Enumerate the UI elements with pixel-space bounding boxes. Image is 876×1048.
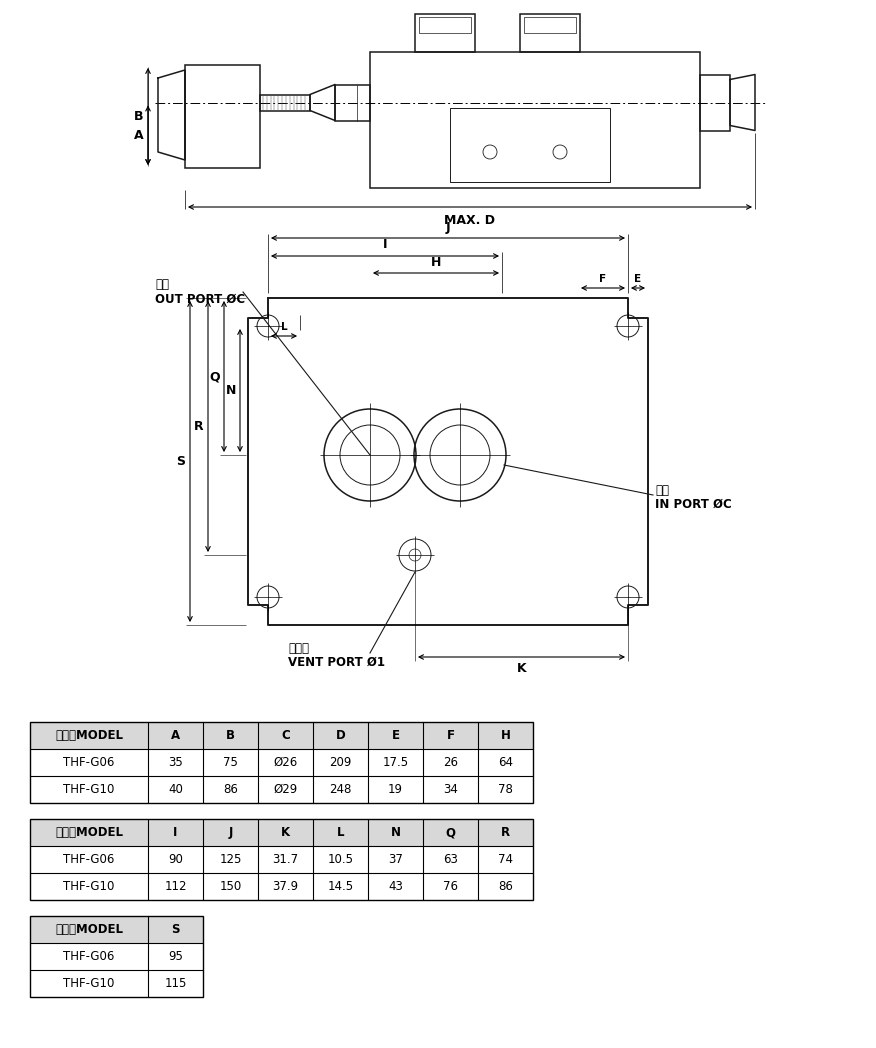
Text: THF-G06: THF-G06 [63,853,115,866]
Bar [415,14,475,52]
Bar [30,818,533,900]
Text: I: I [173,826,178,839]
Text: Ø29: Ø29 [273,783,298,796]
Text: B: B [134,110,144,123]
Text: N: N [391,826,400,839]
Bar [524,17,576,32]
Bar [30,818,533,846]
Text: F: F [599,274,606,284]
Text: Ø26: Ø26 [273,756,298,769]
Text: D: D [336,729,345,742]
Bar [370,52,700,188]
Bar [335,85,370,121]
Text: S: S [176,455,186,468]
Text: 19: 19 [388,783,403,796]
Bar [30,970,203,997]
Text: 17.5: 17.5 [383,756,408,769]
Bar [700,74,730,131]
Text: VENT PORT Ø1: VENT PORT Ø1 [288,655,385,669]
Text: 43: 43 [388,880,403,893]
Text: R: R [501,826,510,839]
Text: THF-G06: THF-G06 [63,949,115,963]
Text: J: J [229,826,233,839]
Text: R: R [194,420,204,433]
Text: 31.7: 31.7 [272,853,299,866]
Text: 63: 63 [443,853,458,866]
Text: IN PORT ØC: IN PORT ØC [655,498,731,510]
Text: I: I [383,239,387,252]
Text: 37: 37 [388,853,403,866]
Bar [30,916,203,943]
Text: 35: 35 [168,756,183,769]
Text: 112: 112 [165,880,187,893]
Bar [30,722,533,749]
Text: F: F [447,729,455,742]
Text: 74: 74 [498,853,513,866]
Bar [30,916,203,997]
Text: 248: 248 [329,783,351,796]
Bar [450,108,610,182]
Text: S: S [171,923,180,936]
Text: Q: Q [209,370,220,383]
Text: C: C [281,729,290,742]
Text: 34: 34 [443,783,458,796]
Bar [260,94,310,110]
Bar [185,65,260,168]
Text: 64: 64 [498,756,513,769]
Text: 90: 90 [168,853,183,866]
Bar [30,749,533,776]
Text: MAX. D: MAX. D [444,215,496,227]
Bar [520,14,580,52]
Text: L: L [336,826,344,839]
Text: THF-G06: THF-G06 [63,756,115,769]
Text: L: L [280,322,287,332]
Text: THF-G10: THF-G10 [63,880,115,893]
Text: 76: 76 [443,880,458,893]
Text: J: J [446,220,450,234]
Text: 入口: 入口 [655,483,669,497]
Text: K: K [517,661,526,675]
Text: H: H [431,256,442,268]
Text: 37.9: 37.9 [272,880,299,893]
Text: A: A [171,729,180,742]
Text: 型式　MODEL: 型式 MODEL [55,923,123,936]
Text: OUT PORT ØC: OUT PORT ØC [155,292,245,306]
Text: Q: Q [446,826,456,839]
Bar [30,943,203,970]
Text: A: A [134,129,144,141]
Text: THF-G10: THF-G10 [63,783,115,796]
Text: 40: 40 [168,783,183,796]
Text: B: B [226,729,235,742]
Bar [30,846,533,873]
Text: K: K [281,826,290,839]
Text: 125: 125 [219,853,242,866]
Text: N: N [226,384,237,397]
Text: 26: 26 [443,756,458,769]
Text: E: E [634,274,641,284]
Text: 10.5: 10.5 [328,853,354,866]
Bar [30,722,533,803]
Text: 95: 95 [168,949,183,963]
Text: THF-G10: THF-G10 [63,977,115,990]
Text: 型式　MODEL: 型式 MODEL [55,729,123,742]
Text: 型式　MODEL: 型式 MODEL [55,826,123,839]
Text: 86: 86 [498,880,513,893]
Text: 150: 150 [219,880,242,893]
Bar [419,17,471,32]
Bar [30,776,533,803]
Text: E: E [392,729,399,742]
Text: H: H [500,729,511,742]
Text: 115: 115 [165,977,187,990]
Text: 209: 209 [329,756,351,769]
Text: 86: 86 [223,783,238,796]
Text: 75: 75 [223,756,238,769]
Bar [30,873,533,900]
Text: 78: 78 [498,783,513,796]
Text: 遠控孔: 遠控孔 [288,641,309,655]
Text: 14.5: 14.5 [328,880,354,893]
Text: 出口: 出口 [155,279,169,291]
